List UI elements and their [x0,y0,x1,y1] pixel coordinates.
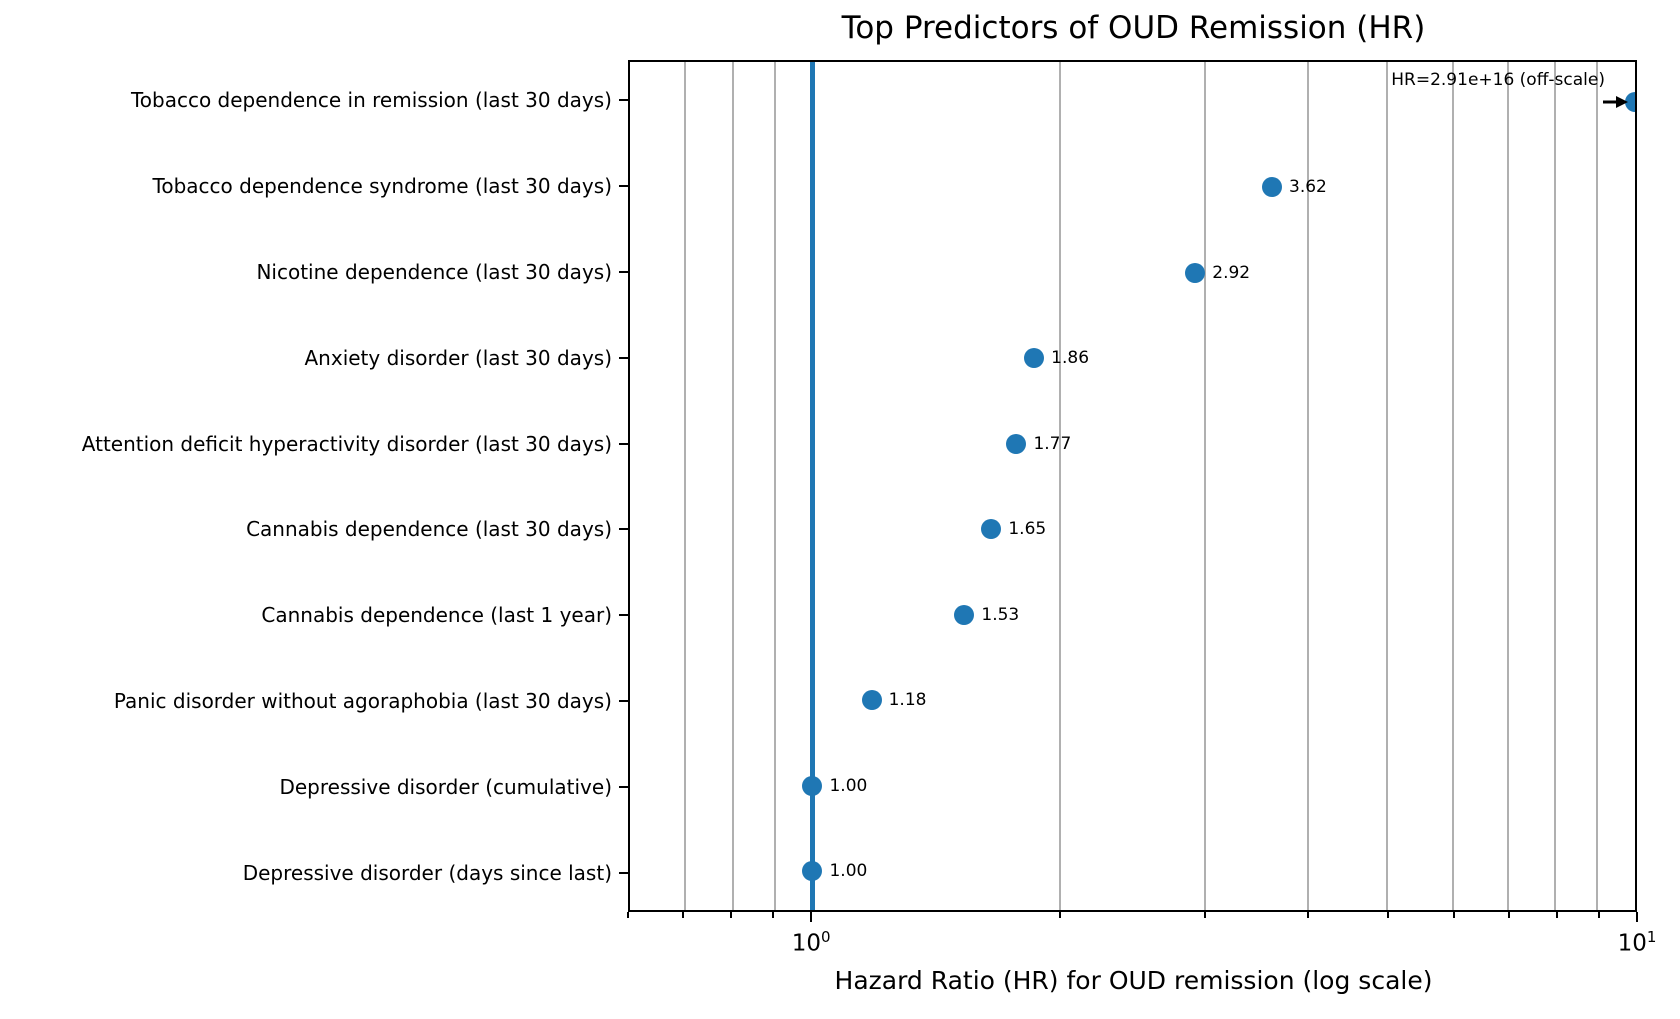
y-tick-label: Tobacco dependence in remission (last 30… [130,88,612,113]
reference-line [810,62,816,910]
offscale-arrow-icon [1603,96,1628,108]
x-axis-label: Hazard Ratio (HR) for OUD remission (log… [834,966,1433,995]
y-tick [619,528,628,531]
value-label: 1.77 [1033,433,1072,454]
chart-title: Top Predictors of OUD Remission (HR) [841,10,1426,46]
offscale-annotation: HR=2.91e+16 (off-scale) [1391,70,1605,90]
y-tick-label: Cannabis dependence (last 1 year) [261,603,612,628]
x-minor-tick [772,912,775,918]
y-tick-label: Depressive disorder (cumulative) [279,775,612,800]
gridline [1059,62,1062,910]
gridline [1506,62,1509,910]
x-tick-label: 101 [1617,928,1657,957]
y-axis-ticks [619,60,628,912]
y-tick [619,614,628,617]
gridline [684,62,687,910]
value-label: 1.18 [888,690,927,711]
gridline [1451,62,1454,910]
x-minor-tick [1452,912,1455,918]
y-tick [619,356,628,359]
x-minor-tick [1058,912,1061,918]
x-minor-tick [730,912,733,918]
y-tick [619,184,628,187]
plot-area: HR=2.91e+16 (off-scale) 3.62 2.92 1.86 1.77… [628,60,1637,912]
x-minor-tick [627,912,629,918]
dot [954,604,975,625]
value-label: 3.62 [1289,177,1327,198]
y-tick [619,871,628,874]
dot [1262,177,1283,198]
dot [1625,91,1635,112]
gridline [1386,62,1389,910]
y-tick [619,442,628,445]
y-axis-labels: Tobacco dependence in remission (last 30… [0,60,612,912]
value-label: 2.92 [1212,262,1251,283]
value-label: 1.65 [1008,519,1047,540]
gridline [731,62,734,910]
y-tick-label: Nicotine dependence (last 30 days) [256,259,612,284]
y-tick-label: Depressive disorder (days since last) [242,860,612,885]
dot [802,861,823,882]
value-label: 1.86 [1051,348,1090,369]
x-major-tick [1636,912,1638,922]
gridline [1306,62,1309,910]
y-tick-label: Tobacco dependence syndrome (last 30 day… [152,173,612,198]
dot [1006,433,1027,454]
x-minor-tick [1598,912,1601,918]
y-tick-label: Anxiety disorder (last 30 days) [304,345,613,370]
dot [981,519,1002,540]
y-tick [619,270,628,273]
y-tick [619,700,628,703]
gridline [773,62,776,910]
gridline [1554,62,1557,910]
value-label: 1.00 [829,775,868,796]
x-minor-tick [1508,912,1511,918]
gridline [1203,62,1206,910]
dot [802,775,823,796]
value-label: 1.53 [981,604,1020,625]
x-axis-ticks: 100 101 [627,912,1656,982]
dot [1185,262,1206,283]
gridline [1596,62,1599,910]
x-minor-tick [1387,912,1390,918]
y-tick [619,786,628,789]
y-tick [619,99,628,102]
x-minor-tick [1307,912,1310,918]
value-label: 1.00 [829,861,868,882]
x-tick-label: 100 [791,928,831,957]
x-minor-tick [682,912,685,918]
dot [1024,348,1045,369]
y-tick-label: Cannabis dependence (last 30 days) [246,517,612,542]
x-minor-tick [1555,912,1558,918]
y-tick-label: Attention deficit hyperactivity disorder… [81,431,612,456]
y-tick-label: Panic disorder without agoraphobia (last… [113,689,612,714]
x-major-tick [810,912,813,922]
x-minor-tick [1204,912,1207,918]
dot [861,690,882,711]
